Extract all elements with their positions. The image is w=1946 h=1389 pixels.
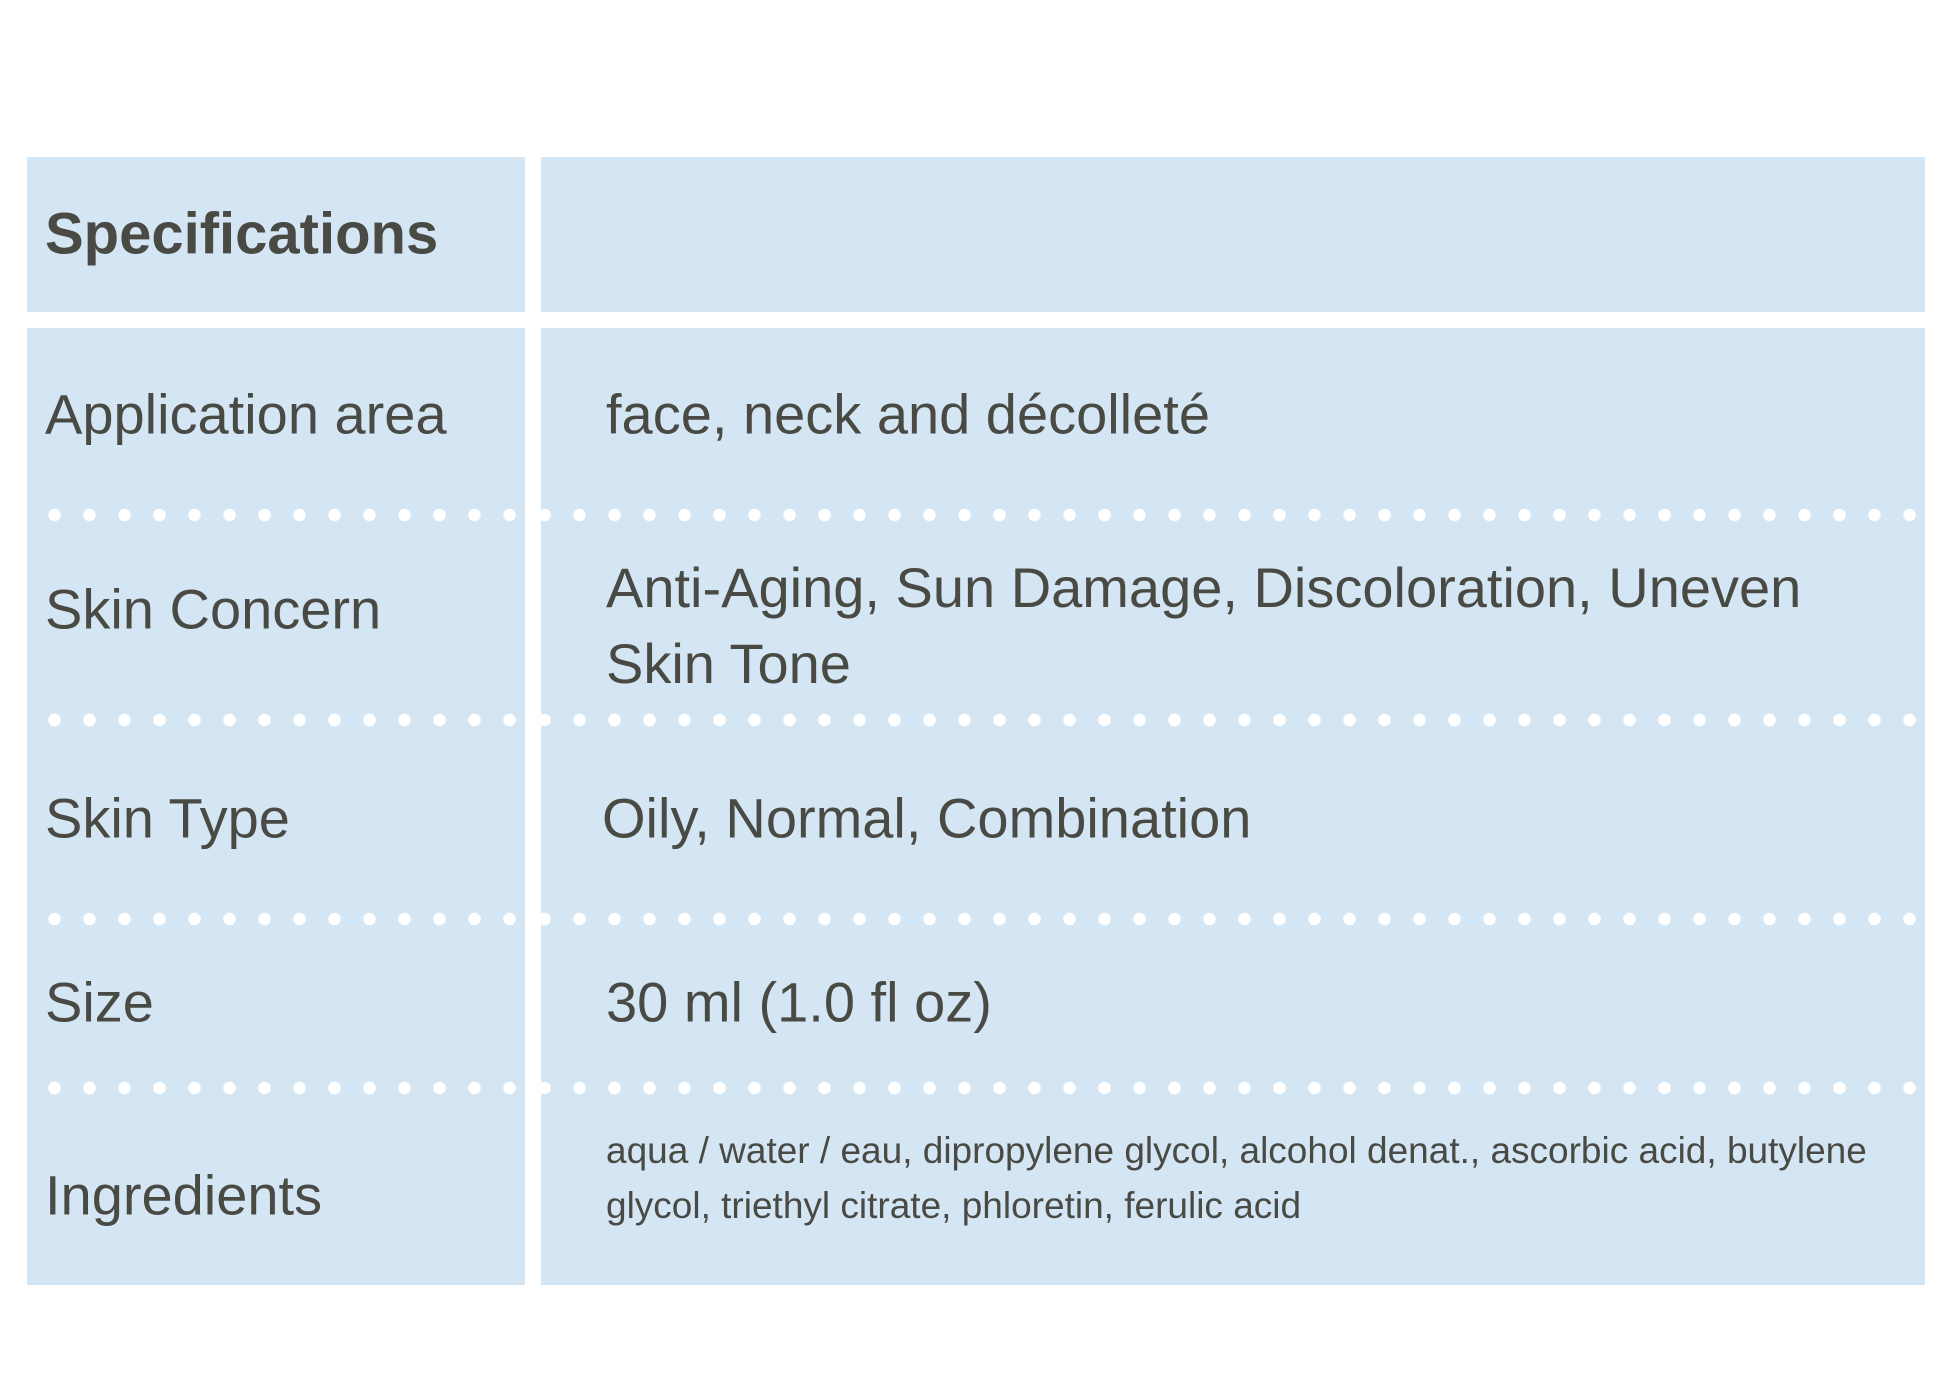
row-label-ingredients: Ingredients	[45, 1163, 323, 1227]
row-value-size: 30 ml (1.0 fl oz)	[606, 970, 992, 1034]
row-value-ingredients: aqua / water / eau, dipropylene glycol, …	[606, 1130, 1867, 1226]
row-divider	[27, 912, 1925, 926]
row-divider	[27, 508, 1925, 522]
header-value-cell	[541, 157, 1925, 312]
header-label-cell	[27, 157, 525, 312]
row-value-skin-type: Oily, Normal, Combination	[602, 786, 1252, 850]
row-value-application-area: face, neck and décolleté	[606, 382, 1210, 446]
row-label-skin-concern: Skin Concern	[45, 577, 382, 641]
row-value-skin-concern: Anti-Aging, Sun Damage, Discoloration, U…	[606, 556, 1802, 695]
row-label-skin-type: Skin Type	[45, 786, 290, 850]
row-divider	[27, 713, 1925, 727]
value-column	[541, 328, 1925, 1285]
specifications-heading: Specifications	[45, 201, 439, 267]
label-column	[27, 328, 525, 1285]
row-label-size: Size	[45, 970, 154, 1034]
row-label-application-area: Application area	[45, 382, 447, 446]
row-divider	[27, 1081, 1925, 1095]
